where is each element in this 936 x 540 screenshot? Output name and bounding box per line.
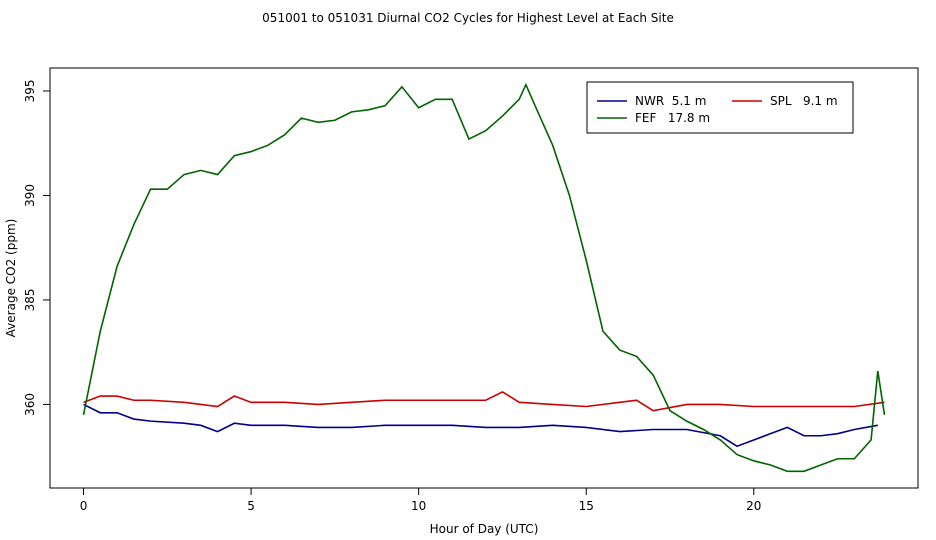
plot-frame <box>49 67 919 489</box>
y-tick-label: 360 <box>23 393 37 416</box>
y-tick-label: 395 <box>23 80 37 103</box>
series-line <box>83 390 885 412</box>
y-tick-label: 390 <box>23 184 37 207</box>
x-tick-label: 10 <box>411 499 426 513</box>
y-tick-label: 385 <box>23 288 37 311</box>
series-line <box>83 403 878 448</box>
legend-label: SPL 9.1 m <box>770 94 838 108</box>
x-tick-label: 5 <box>247 499 255 513</box>
x-tick-label: 20 <box>746 499 761 513</box>
legend-label: FEF 17.8 m <box>635 111 710 125</box>
x-axis-label: Hour of Day (UTC) <box>430 522 539 536</box>
y-axis-label: Average CO2 (ppm) <box>4 219 18 338</box>
x-tick-label: 0 <box>80 499 88 513</box>
x-tick-label: 15 <box>579 499 594 513</box>
legend-label: NWR 5.1 m <box>635 94 706 108</box>
legend-box <box>586 81 854 134</box>
chart-title: 051001 to 051031 Diurnal CO2 Cycles for … <box>262 11 674 25</box>
series-line <box>82 82 886 473</box>
